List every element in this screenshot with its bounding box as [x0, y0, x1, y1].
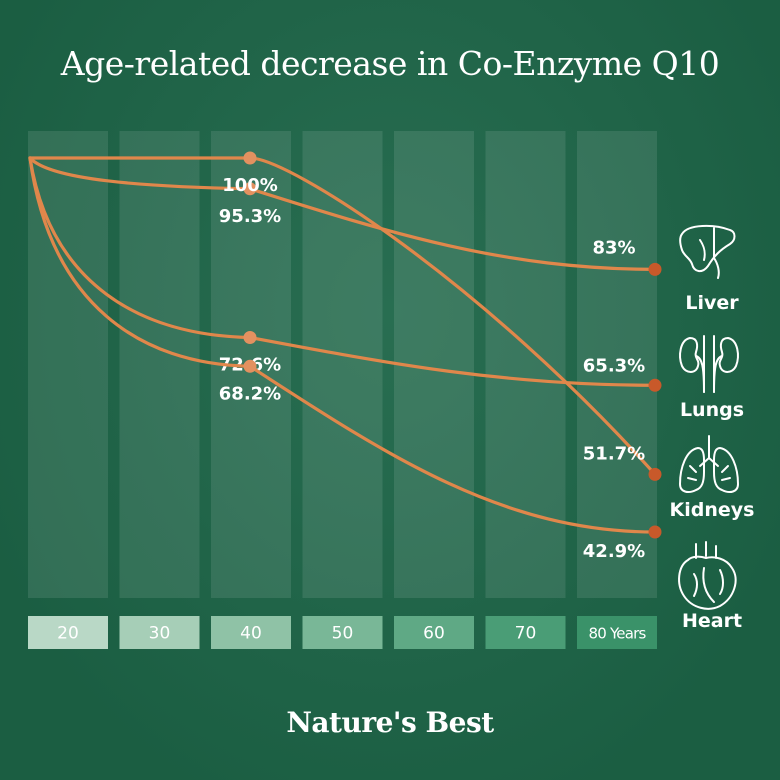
series-name-kidneys: Kidneys — [670, 499, 755, 521]
lungs-icon — [679, 435, 739, 493]
liver-icon — [679, 224, 736, 279]
series-name-lungs: Lungs — [680, 399, 744, 421]
kidneys-icon — [679, 335, 739, 393]
data-label: 95.3% — [219, 206, 281, 227]
x-tick-chip — [302, 616, 383, 649]
data-point-end — [648, 525, 662, 539]
data-point-end — [648, 378, 662, 392]
series-name-liver: Liver — [685, 292, 739, 314]
x-tick-label: 40 — [240, 624, 262, 644]
age-column — [577, 131, 657, 598]
data-label: 42.9% — [583, 541, 645, 562]
x-tick-label: 50 — [332, 624, 354, 644]
brand-logo: Nature's Best — [286, 706, 494, 739]
series-line-liver — [28, 156, 657, 271]
data-point-end — [648, 467, 662, 481]
data-point — [243, 330, 257, 344]
data-label: 100% — [222, 175, 278, 196]
x-tick-chip — [119, 616, 200, 649]
age-column — [119, 131, 200, 598]
data-point-end — [648, 262, 662, 276]
heart-icon — [678, 541, 737, 610]
data-point — [243, 359, 257, 373]
series-name-heart: Heart — [682, 610, 742, 632]
x-tick-label: 60 — [423, 624, 445, 644]
x-tick-label: 20 — [57, 624, 79, 644]
x-tick-chip — [28, 616, 108, 649]
x-tick-chip — [577, 616, 657, 649]
data-point — [243, 151, 257, 165]
age-column — [485, 131, 566, 598]
series-line-kidneys — [28, 156, 657, 476]
x-tick-label: 30 — [149, 624, 171, 644]
data-label: 65.3% — [583, 355, 645, 376]
x-tick-label: 70 — [515, 624, 537, 644]
x-tick-label: 80 Years — [588, 625, 646, 643]
x-tick-chip — [211, 616, 291, 649]
x-tick-chip — [394, 616, 474, 649]
chart-title: Age-related decrease in Co-Enzyme Q10 — [60, 44, 720, 83]
data-point — [243, 182, 257, 196]
x-tick-chip — [485, 616, 566, 649]
data-label: 83% — [592, 237, 635, 258]
data-label: 51.7% — [583, 443, 645, 464]
data-label: 68.2% — [219, 383, 281, 404]
